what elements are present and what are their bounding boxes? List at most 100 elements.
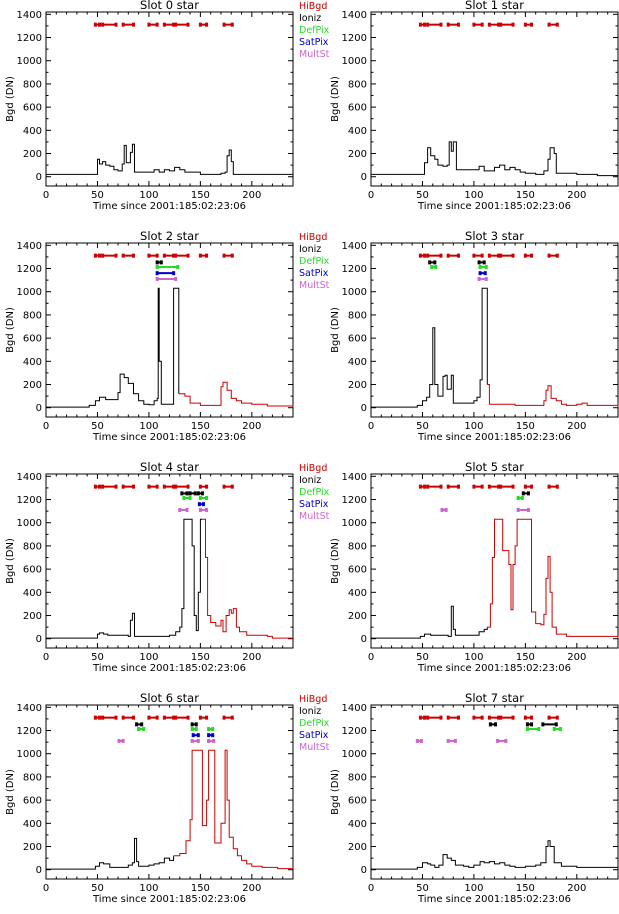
- flag-marker-hibgd: [230, 253, 234, 258]
- flag-marker-ioniz: [190, 722, 194, 727]
- flag-marker-hibgd: [547, 253, 551, 258]
- series-line: [487, 384, 619, 408]
- x-tick-label: 100: [139, 652, 158, 663]
- y-tick-label: 600: [23, 334, 42, 345]
- legend-entry-satpix: SatPix: [299, 499, 329, 510]
- y-tick-label: 400: [23, 126, 42, 137]
- flag-marker-hibgd: [426, 484, 430, 489]
- x-axis-label: Time since 2001:185:02:23:06: [417, 201, 571, 212]
- flag-marker-multst: [444, 507, 448, 512]
- flag-marker-hibgd: [230, 22, 234, 27]
- series-line: [178, 381, 294, 408]
- flag-marker-hibgd: [198, 253, 202, 258]
- plot-frame: [370, 704, 619, 880]
- x-axis-label: Time since 2001:185:02:23:06: [417, 894, 571, 905]
- flag-marker-hibgd: [198, 22, 202, 27]
- flag-marker-ioniz: [140, 722, 144, 727]
- flag-marker-hibgd: [101, 253, 105, 258]
- flag-marker-hibgd: [487, 22, 491, 27]
- plot-frame: [45, 242, 294, 418]
- flag-marker-hibgd: [222, 253, 226, 258]
- chart-title: Slot 4 star: [140, 460, 199, 474]
- flag-marker-ioniz: [477, 260, 481, 265]
- x-tick-label: 100: [464, 883, 483, 894]
- y-tick-label: 400: [23, 357, 42, 368]
- flag-marker-hibgd: [547, 22, 551, 27]
- x-axis-label: Time since 2001:185:02:23:06: [417, 432, 571, 443]
- flag-marker-hibgd: [472, 484, 476, 489]
- flag-marker-ioniz: [180, 491, 184, 496]
- flag-marker-ioniz: [554, 722, 558, 727]
- flag-marker-hibgd: [155, 253, 159, 258]
- flag-marker-defpix: [188, 496, 192, 501]
- flag-marker-hibgd: [172, 22, 176, 27]
- flag-marker-hibgd: [186, 22, 190, 27]
- x-tick-label: 100: [464, 190, 483, 201]
- y-axis-label: Bgd (DN): [330, 76, 341, 122]
- flag-marker-hibgd: [93, 253, 97, 258]
- flag-marker-defpix: [198, 496, 202, 501]
- flag-marker-hibgd: [147, 253, 151, 258]
- series-line: [46, 837, 175, 870]
- flag-marker-hibgd: [547, 484, 551, 489]
- legend-entry-defpix: DefPix: [299, 25, 330, 36]
- flag-marker-hibgd: [456, 253, 460, 258]
- flag-marker-hibgd: [131, 253, 135, 258]
- y-tick-label: 1400: [342, 241, 367, 252]
- flag-marker-hibgd: [555, 22, 559, 27]
- flag-marker-hibgd: [93, 484, 97, 489]
- y-tick-label: 1400: [17, 472, 42, 483]
- y-axis-label: Bgd (DN): [5, 307, 16, 353]
- y-tick-label: 200: [348, 149, 367, 160]
- x-tick-label: 150: [516, 883, 535, 894]
- y-tick-label: 600: [348, 334, 367, 345]
- flag-marker-multst: [419, 738, 423, 743]
- y-tick-label: 1400: [17, 241, 42, 252]
- y-tick-label: 600: [23, 103, 42, 114]
- series-line: [487, 518, 619, 639]
- y-tick-label: 1000: [342, 287, 367, 298]
- legend-entry-multst: MultSt: [299, 49, 330, 60]
- x-tick-label: 200: [242, 652, 261, 663]
- flag-marker-defpix: [137, 727, 141, 732]
- flag-marker-hibgd: [174, 484, 178, 489]
- y-tick-label: 600: [348, 103, 367, 114]
- flag-marker-hibgd: [499, 22, 503, 27]
- flag-marker-multst: [121, 738, 125, 743]
- y-tick-label: 1200: [17, 264, 42, 275]
- y-tick-label: 800: [23, 310, 42, 321]
- y-tick-label: 1000: [17, 749, 42, 760]
- flag-marker-hibgd: [439, 715, 443, 720]
- y-tick-label: 200: [348, 611, 367, 622]
- flag-marker-hibgd: [487, 715, 491, 720]
- flag-marker-multst: [155, 276, 159, 281]
- flag-marker-hibgd: [530, 22, 534, 27]
- series-line: [371, 141, 619, 177]
- legend-entry-hibgd: HiBgd: [299, 1, 327, 12]
- series-line: [371, 287, 488, 408]
- flag-marker-multst: [198, 507, 202, 512]
- flag-marker-hibgd: [98, 715, 102, 720]
- x-tick-label: 50: [91, 421, 104, 432]
- flag-marker-defpix: [434, 265, 438, 270]
- flag-marker-hibgd: [114, 715, 118, 720]
- flag-marker-hibgd: [418, 484, 422, 489]
- flag-marker-multst: [453, 738, 457, 743]
- flag-marker-defpix: [205, 496, 209, 501]
- flag-marker-satpix: [483, 271, 487, 276]
- flag-marker-hibgd: [147, 715, 151, 720]
- flag-marker-multst: [196, 738, 200, 743]
- flag-marker-hibgd: [186, 484, 190, 489]
- y-tick-label: 1200: [17, 33, 42, 44]
- plot-frame: [370, 242, 619, 418]
- flag-marker-hibgd: [174, 253, 178, 258]
- flag-marker-defpix: [525, 727, 529, 732]
- flag-marker-hibgd: [121, 253, 125, 258]
- y-tick-label: 1400: [342, 10, 367, 21]
- chart-panel-4: Slot 4 star 0 50 100 150 200 0 200 400 600 800 1000…: [5, 460, 330, 674]
- flag-marker-satpix: [172, 271, 176, 276]
- chart-panel-6: Slot 6 star 0 50 100 150 200 0 200 400 600 800 1000…: [5, 691, 330, 905]
- flag-marker-hibgd: [418, 253, 422, 258]
- y-tick-label: 600: [23, 796, 42, 807]
- flag-marker-multst: [526, 507, 530, 512]
